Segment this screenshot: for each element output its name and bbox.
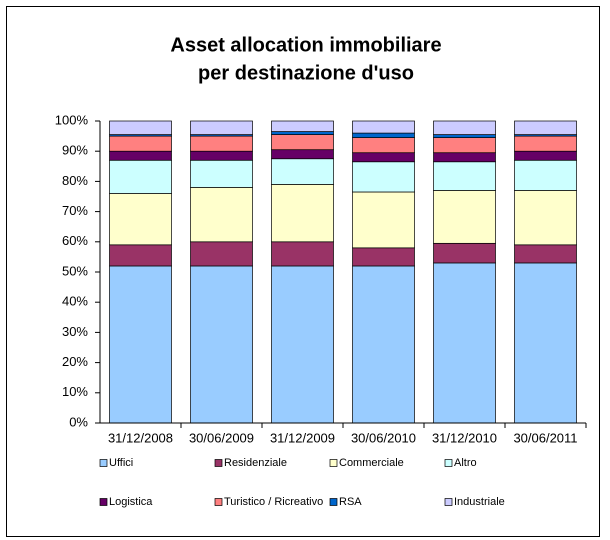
bar-segment (514, 120, 577, 135)
bar-segment (190, 120, 253, 135)
bar-segment (433, 190, 496, 244)
bar-segment (433, 262, 496, 424)
x-tick-label: 30/06/2010 (351, 430, 416, 445)
bar-segment (352, 247, 415, 267)
bar-segment (271, 120, 334, 132)
bar-segment (514, 262, 577, 424)
y-tick-label: 60% (62, 233, 88, 248)
bar-segment (433, 161, 496, 191)
bar-segment (271, 134, 334, 151)
bar-segment (190, 265, 253, 424)
bar-segment (433, 134, 496, 138)
bar-segment (109, 244, 172, 267)
bar-segment (352, 265, 415, 424)
bar-segment (109, 193, 172, 246)
bar-segment (352, 120, 415, 134)
bar-segment (352, 137, 415, 154)
bar-segment (109, 265, 172, 424)
bar-segment (190, 241, 253, 267)
bar-segment (109, 135, 172, 152)
legend-swatch (329, 459, 338, 467)
y-tick-label: 10% (62, 384, 88, 399)
bar-segment (271, 241, 334, 267)
legend-label: Uffici (109, 457, 133, 469)
bar-segment (109, 159, 172, 194)
bar-segment (514, 244, 577, 264)
bar-segment (352, 152, 415, 163)
chart-title: per destinazione d'uso (198, 62, 414, 84)
bar-segment (190, 187, 253, 243)
legend-label: Turistico / Ricreativo (224, 496, 323, 508)
y-tick-label: 80% (62, 173, 88, 188)
y-tick-label: 90% (62, 143, 88, 158)
bar-segment (190, 150, 253, 161)
legend-label: Commerciale (339, 457, 404, 469)
bar-segment (433, 242, 496, 264)
bar-segment (514, 190, 577, 246)
bar-segment (514, 135, 577, 152)
bar-segment (271, 131, 334, 135)
bar-segment (109, 120, 172, 135)
bar-segment (433, 120, 496, 135)
bar-segment (433, 152, 496, 163)
chart-title: Asset allocation immobiliare (170, 34, 441, 56)
y-tick-label: 40% (62, 294, 88, 309)
bar-segment (514, 150, 577, 161)
bar-segment (352, 161, 415, 193)
y-tick-label: 20% (62, 354, 88, 369)
x-tick-label: 31/12/2009 (270, 430, 335, 445)
legend-swatch (214, 459, 223, 467)
y-tick-label: 30% (62, 324, 88, 339)
bar-segment (190, 159, 253, 188)
y-tick-label: 70% (62, 203, 88, 218)
legend-swatch (444, 498, 453, 506)
bar-segment (352, 191, 415, 249)
legend-label: Residenziale (224, 457, 287, 469)
bar-segment (352, 132, 415, 138)
legend-swatch (99, 459, 108, 467)
legend-label: RSA (339, 496, 362, 508)
y-tick-label: 0% (69, 414, 88, 429)
legend-swatch (214, 498, 223, 506)
legend-swatch (444, 459, 453, 467)
bar-segment (271, 265, 334, 424)
bar-segment (190, 135, 253, 152)
bar-segment (109, 150, 172, 161)
legend-label: Altro (454, 457, 477, 469)
bar-segment (271, 158, 334, 185)
legend-label: Logistica (109, 496, 153, 508)
y-tick-label: 50% (62, 263, 88, 278)
legend-swatch (99, 498, 108, 506)
legend-swatch (329, 498, 338, 506)
bar-segment (433, 137, 496, 154)
bar-segment (271, 149, 334, 160)
x-tick-label: 31/12/2008 (108, 430, 173, 445)
legend-label: Industriale (454, 496, 505, 508)
x-tick-label: 30/06/2009 (189, 430, 254, 445)
bar-segment (271, 184, 334, 243)
bar-segment (514, 159, 577, 191)
x-tick-label: 31/12/2010 (432, 430, 497, 445)
y-tick-label: 100% (55, 112, 89, 127)
x-tick-label: 30/06/2011 (513, 430, 577, 445)
